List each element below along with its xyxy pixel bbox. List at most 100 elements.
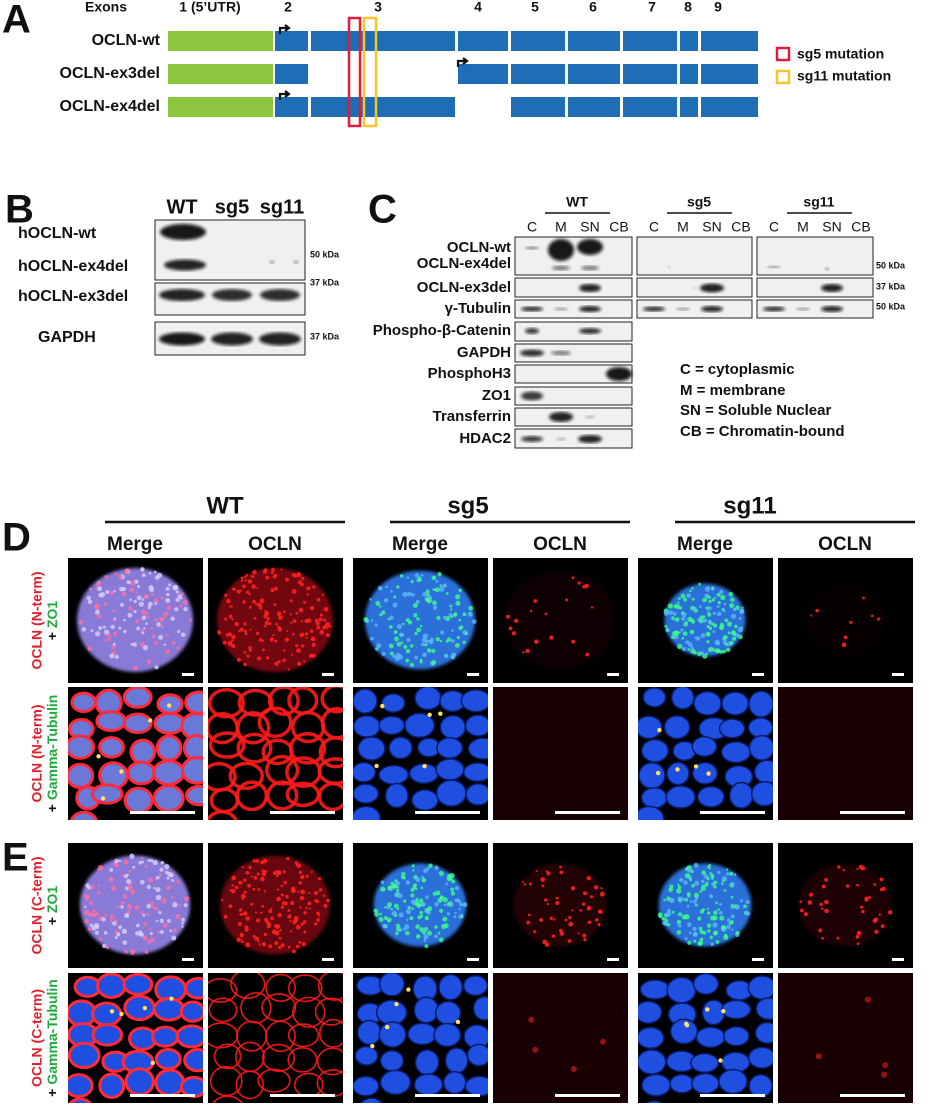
speck <box>424 927 429 932</box>
blot-box <box>636 299 753 319</box>
nucleus <box>354 1045 379 1066</box>
nucleus <box>669 1073 695 1094</box>
speck <box>437 931 441 935</box>
speck <box>685 620 688 624</box>
row-label: Phospho-β-Catenin <box>373 322 511 339</box>
nucleus <box>639 979 671 1000</box>
speck <box>146 903 152 909</box>
speck <box>435 579 439 583</box>
speck <box>398 912 404 918</box>
sg11-site <box>362 16 378 128</box>
lane-label: SN <box>822 219 841 235</box>
speck <box>246 654 250 658</box>
speck <box>431 660 437 665</box>
nucleus <box>444 1047 469 1074</box>
speck <box>311 642 316 647</box>
speck <box>434 934 438 939</box>
blot-band <box>693 287 697 289</box>
speck <box>676 930 682 935</box>
speck <box>160 596 164 600</box>
speck <box>264 917 269 922</box>
group-label: sg5 <box>687 194 711 210</box>
speck <box>177 594 182 599</box>
speck <box>84 918 90 924</box>
scale-bar <box>555 811 620 814</box>
nucleus <box>645 1100 663 1103</box>
speck <box>146 884 152 889</box>
speck <box>403 899 407 903</box>
speck <box>318 914 321 917</box>
speck <box>663 610 669 616</box>
speck <box>169 929 173 933</box>
membrane <box>319 1018 343 1048</box>
speck <box>251 574 254 578</box>
speck <box>231 618 234 621</box>
speck <box>706 923 712 928</box>
speck <box>668 887 674 893</box>
speck <box>849 620 853 624</box>
speck <box>286 629 289 632</box>
speck <box>255 631 260 636</box>
micrograph <box>68 973 203 1103</box>
speck <box>172 902 178 908</box>
speck <box>171 935 177 941</box>
nucleus <box>407 1022 438 1046</box>
exon <box>680 97 698 117</box>
centrosome <box>721 1009 726 1014</box>
speck <box>675 604 681 609</box>
speck <box>723 634 728 640</box>
speck <box>316 918 320 922</box>
membrane <box>318 736 343 769</box>
centrosome <box>427 712 432 717</box>
speck <box>242 911 248 916</box>
speck <box>240 589 243 592</box>
speck <box>285 577 289 582</box>
row-label: γ-Tubulin <box>445 300 511 317</box>
speck <box>181 922 184 925</box>
blot-band <box>556 437 566 441</box>
speck <box>243 650 247 654</box>
speck <box>730 903 734 907</box>
row-label: OCLN-ex3del <box>417 279 511 296</box>
speck <box>523 883 526 886</box>
speck <box>114 935 118 940</box>
speck <box>244 632 248 636</box>
speck <box>729 871 734 876</box>
blot-band <box>579 284 601 292</box>
speck <box>295 611 299 615</box>
centrosome <box>706 771 711 776</box>
exon <box>680 31 698 51</box>
nucleus <box>126 760 157 786</box>
centrosome <box>684 1021 689 1027</box>
speck <box>432 891 437 896</box>
colony <box>513 863 607 947</box>
speck <box>328 625 332 628</box>
speck <box>258 943 261 946</box>
nucleus <box>670 687 695 710</box>
exon-number: 1 (5’UTR) <box>179 0 240 15</box>
scale-bar <box>415 811 480 814</box>
legend-swatch <box>775 46 791 62</box>
speck <box>379 613 383 617</box>
speck <box>104 629 110 635</box>
speck <box>405 880 410 885</box>
speck <box>434 925 438 929</box>
scale-bar <box>892 958 904 961</box>
speck <box>514 618 519 623</box>
blot-band <box>585 415 595 419</box>
speck <box>455 600 461 606</box>
scale-bar <box>467 673 479 676</box>
speck <box>692 931 698 937</box>
speck <box>251 584 256 589</box>
speck <box>677 896 683 902</box>
speck <box>880 924 885 929</box>
nucleus <box>180 756 203 785</box>
speck <box>401 622 405 626</box>
lane-label: M <box>797 219 809 235</box>
speck <box>144 950 149 954</box>
plus: + <box>44 917 60 925</box>
blot-band <box>164 259 206 271</box>
speck <box>106 637 111 642</box>
speck <box>147 858 151 862</box>
colony <box>77 568 193 672</box>
